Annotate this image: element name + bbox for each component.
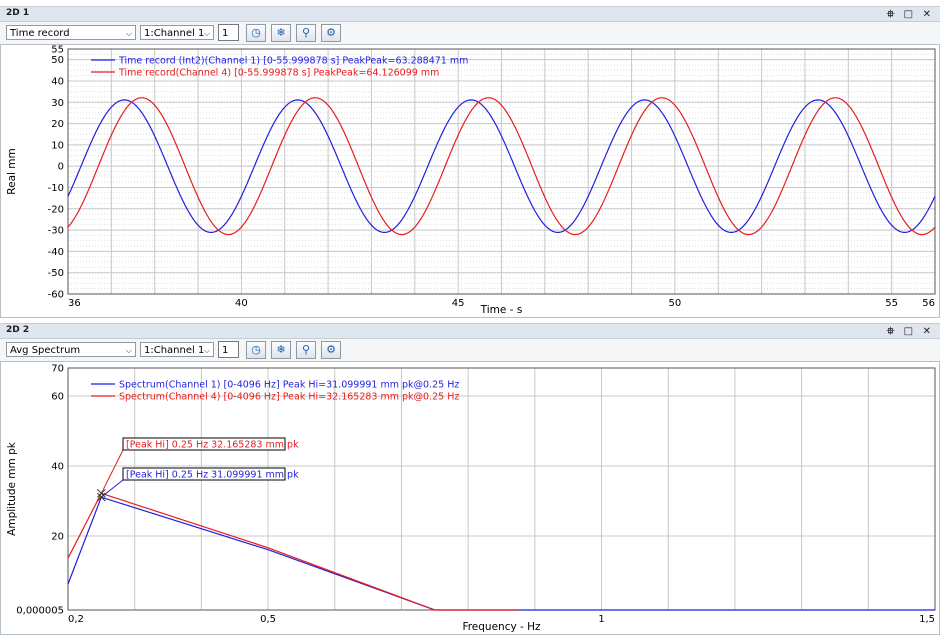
peak-marker-2 <box>96 492 106 502</box>
x-tick-label: 1 <box>598 614 604 625</box>
gear-icon[interactable]: ⚙ <box>321 341 341 359</box>
legend-entry-1: Spectrum(Channel 1) [0-4096 Hz] Peak Hi=… <box>119 380 459 391</box>
y-tick-label: -40 <box>48 247 64 258</box>
y-tick-label: -30 <box>48 226 64 237</box>
plot-frame <box>67 48 936 295</box>
annotation-leader-1 <box>100 449 124 494</box>
series-line-1 <box>67 99 936 233</box>
panel2-plot-area: 70 60 40 20 0,000005 0,2 0,5 1 1,5 Frequency - Hz… <box>0 361 940 635</box>
close-icon[interactable]: ✕ <box>922 326 934 337</box>
annotation-box-1 <box>122 437 286 451</box>
y-tick-label: -60 <box>48 290 64 301</box>
pin-icon[interactable]: ⯐ <box>886 9 898 20</box>
panel2-titlebar: 2D 2 ⯐ □ ✕ <box>0 323 940 339</box>
close-icon[interactable]: ✕ <box>922 9 934 20</box>
restore-icon[interactable]: □ <box>903 326 917 337</box>
series-line-1 <box>67 496 935 611</box>
annotation-box-2 <box>122 467 286 481</box>
y-tick-label: 50 <box>51 55 64 66</box>
series-line-2 <box>67 97 936 236</box>
zoom-icon[interactable]: ⚲ <box>296 341 316 359</box>
speedometer-icon[interactable]: ◷ <box>246 24 266 42</box>
plot-frame <box>67 367 936 611</box>
x-tick-label: 55 <box>885 298 898 309</box>
y-tick-label: 0,000005 <box>16 606 64 617</box>
chevron-down-icon: ⌵ <box>125 29 132 38</box>
panel2-type-select[interactable]: Avg Spectrum ⌵ <box>6 342 136 357</box>
series-line-2 <box>67 492 519 611</box>
zoom-icon[interactable]: ⚲ <box>296 24 316 42</box>
y-axis-label: Real mm <box>6 148 18 194</box>
panel2-title: 2D 2 <box>6 325 30 335</box>
speedometer-icon[interactable]: ◷ <box>246 341 266 359</box>
y-tick-label: 30 <box>51 98 64 109</box>
y-tick-label: 0 <box>58 162 64 173</box>
peak-marker-1 <box>96 488 106 498</box>
panel2-channel-select-value: 1:Channel 1 <box>144 345 205 356</box>
x-tick-label: 0,2 <box>68 614 84 625</box>
panel1-plot-area: 55 50 40 30 20 10 0 -10 -20 -30 -40 -50 -60 36 40 45 50 5… <box>0 44 940 318</box>
x-tick-label: 36 <box>68 298 81 309</box>
x-axis-label: Frequency - Hz <box>462 621 541 633</box>
panel1-title: 2D 1 <box>6 8 30 18</box>
panel2-window-buttons: ⯐ □ ✕ <box>887 324 934 341</box>
y-tick-label: 10 <box>51 140 64 151</box>
x-tick-label: 45 <box>452 298 465 309</box>
chevron-down-icon: ⌵ <box>203 29 210 38</box>
panel1-channel-select[interactable]: 1:Channel 1 ⌵ <box>140 25 214 40</box>
x-tick-label: 1,5 <box>919 614 935 625</box>
y-tick-label: 40 <box>51 462 64 473</box>
x-tick-label: 50 <box>669 298 682 309</box>
panel1-window-buttons: ⯐ □ ✕ <box>887 7 934 24</box>
y-tick-label: -50 <box>48 268 64 279</box>
panel1-titlebar: 2D 1 ⯐ □ ✕ <box>0 6 940 22</box>
panel1-toolbar: Time record ⌵ 1:Channel 1 ⌵ 1 ◷ ❄ ⚲ ⚙ <box>0 22 940 44</box>
panel2-channel-select[interactable]: 1:Channel 1 ⌵ <box>140 342 214 357</box>
y-tick-label: -10 <box>48 183 64 194</box>
x-tick-label: 56 <box>922 298 935 309</box>
chevron-down-icon: ⌵ <box>203 346 210 355</box>
pin-icon[interactable]: ⯐ <box>886 326 898 337</box>
x-tick-label: 40 <box>235 298 248 309</box>
snowflake-icon[interactable]: ❄ <box>271 341 291 359</box>
y-axis-label: Amplitude mm pk <box>6 441 18 536</box>
panel2-toolbar: Avg Spectrum ⌵ 1:Channel 1 ⌵ 1 ◷ ❄ ⚲ ⚙ <box>0 339 940 361</box>
legend-entry-1: Time record (Int2)(Channel 1) [0-55.9998… <box>118 56 468 67</box>
annotation-label-1: [Peak Hi] 0.25 Hz 32.165283 mm pk <box>126 440 299 451</box>
panel1-type-select[interactable]: Time record ⌵ <box>6 25 136 40</box>
legend-entry-2: Time record(Channel 4) [0-55.999878 s] P… <box>118 68 439 79</box>
x-axis-label: Time - s <box>480 304 523 316</box>
restore-icon[interactable]: □ <box>903 9 917 20</box>
gear-icon[interactable]: ⚙ <box>321 24 341 42</box>
snowflake-icon[interactable]: ❄ <box>271 24 291 42</box>
chevron-down-icon: ⌵ <box>125 346 132 355</box>
y-tick-label: 20 <box>51 532 64 543</box>
panel1-count-input[interactable]: 1 <box>218 24 239 41</box>
y-tick-label: 40 <box>51 76 64 87</box>
panel2-type-select-value: Avg Spectrum <box>10 345 81 356</box>
legend-entry-2: Spectrum(Channel 4) [0-4096 Hz] Peak Hi=… <box>119 392 459 403</box>
y-tick-label: 55 <box>51 45 64 56</box>
y-tick-label: 20 <box>51 119 64 130</box>
y-tick-label: 70 <box>51 364 64 375</box>
x-tick-label: 0,5 <box>260 614 276 625</box>
y-tick-label: -20 <box>48 204 64 215</box>
annotation-leader-2 <box>101 479 124 498</box>
y-tick-label: 60 <box>51 392 64 403</box>
panel1-channel-select-value: 1:Channel 1 <box>144 28 205 39</box>
panel2-count-input[interactable]: 1 <box>218 341 239 358</box>
annotation-label-2: [Peak Hi] 0.25 Hz 31.099991 mm pk <box>126 470 299 481</box>
spectrum-chart[interactable]: 70 60 40 20 0,000005 0,2 0,5 1 1,5 Frequency - Hz… <box>1 362 939 634</box>
panel1-type-select-value: Time record <box>10 28 70 39</box>
